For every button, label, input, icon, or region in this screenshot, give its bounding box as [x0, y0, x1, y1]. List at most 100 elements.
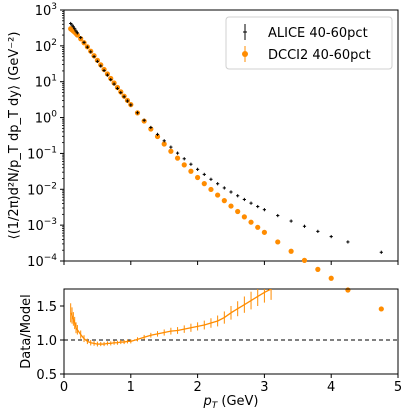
legend-box [225, 16, 393, 70]
alice-point [71, 25, 75, 29]
legend-label: ALICE 40-60pct [268, 26, 368, 41]
dcci2-point [215, 192, 221, 198]
alice-point [229, 190, 233, 194]
alice-point [122, 95, 126, 99]
spectrum-y-axis-label: ⟨(1/2π)d²N/p_T dp_T dy⟩ (GeV⁻²) [7, 32, 22, 240]
alice-point [169, 145, 173, 149]
alice-point [162, 139, 166, 143]
x-tick-label: 4 [327, 380, 335, 395]
y-tick-label: 10−1 [27, 145, 57, 162]
alice-point [73, 27, 77, 31]
dcci2-point [181, 162, 187, 168]
alice-point [209, 177, 213, 181]
alice-point [99, 64, 103, 68]
spectrum-x-ticks [63, 261, 399, 265]
dcci2-point [301, 257, 308, 263]
legend-item-alice: ALICE 40-60pct [243, 24, 368, 41]
y-tick-label: 100 [35, 110, 58, 127]
ratio-y-axis-label: Data/Model [19, 294, 34, 368]
dcci2-point [255, 224, 261, 230]
alice-point [135, 111, 140, 115]
alice-point [89, 50, 93, 54]
alice-point [82, 40, 86, 44]
dcci2-point [201, 181, 207, 187]
alice-point [329, 234, 333, 239]
dcci2-point [315, 266, 321, 272]
dcci2-point [161, 141, 167, 147]
alice-point [102, 68, 106, 73]
dcci2-point [235, 208, 241, 215]
alice-point [236, 194, 240, 198]
ratio-data [70, 289, 272, 347]
dcci2-point [345, 287, 351, 293]
alice-point [125, 99, 130, 103]
dcci2-point [275, 239, 281, 245]
dcci2-point [74, 32, 80, 38]
x-tick-label: 2 [193, 380, 201, 395]
alice-point [189, 162, 193, 166]
alice-point [70, 23, 74, 27]
alice-point [149, 125, 153, 130]
dcci2-point [378, 306, 384, 312]
alice-point [346, 240, 350, 244]
alice-point [222, 186, 226, 190]
dcci2-point [168, 148, 174, 154]
dcci2-point [288, 248, 294, 254]
alice-point [155, 132, 160, 136]
alice-point [379, 250, 383, 254]
alice-point [109, 78, 113, 82]
y-tick-label: 101 [35, 74, 57, 91]
spectrum-panel: 103 102 101 100 10−1 10−2 10−3 10−4 ⟨(1/2π)d²N/… [7, 2, 399, 312]
alice-point [256, 204, 260, 209]
ratio-y-ticks: 0.5 1.0 1.5 [36, 300, 64, 383]
alice-point [242, 197, 246, 202]
alice-point [289, 219, 293, 223]
legend-label: DCCI2 40-60pct [268, 48, 371, 63]
ratio-plot-area [63, 288, 399, 375]
alice-point [182, 157, 186, 161]
dcci2-point [241, 214, 247, 220]
y-tick-label: 0.5 [36, 368, 57, 383]
alice-point [92, 55, 96, 59]
alice-point [105, 73, 110, 77]
x-tick-label: 0 [60, 380, 68, 395]
alice-point [202, 172, 206, 177]
y-tick-label: 10−4 [27, 253, 57, 270]
alice-point [129, 103, 133, 107]
dcci2-point [188, 168, 194, 174]
spectrum-plot-area [63, 9, 399, 262]
dcci2-point [248, 219, 254, 225]
dcci2-point [221, 198, 227, 204]
dcci2-point [195, 174, 201, 181]
alice-point [75, 31, 79, 35]
y-tick-label: 1.5 [36, 300, 57, 315]
y-tick-label: 1.0 [36, 334, 57, 349]
alice-point [216, 182, 220, 186]
y-tick-label: 10−3 [27, 217, 57, 234]
alice-point [276, 213, 280, 218]
legend: ALICE 40-60pct DCCI2 40-60pct [225, 16, 393, 70]
x-tick-label: 1 [127, 380, 135, 395]
alice-point [95, 59, 99, 63]
alice-point [316, 229, 320, 233]
dcci2-point [261, 229, 267, 235]
x-tick-label: 3 [260, 380, 268, 395]
alice-point [142, 118, 146, 122]
alice-point [249, 201, 253, 205]
ratio-x-axis-label: pT (GeV) [202, 394, 258, 411]
alice-point [112, 82, 116, 86]
alice-point [302, 224, 307, 228]
ratio-x-ticks: 0 1 2 3 4 5 [60, 374, 402, 395]
ratio-panel: 0.5 1.0 1.5 0 1 2 3 4 5 Data/Model pT (GeV) [19, 288, 402, 411]
alice-point [79, 35, 83, 40]
alice-point [85, 45, 89, 49]
x-tick-label: 5 [394, 380, 402, 395]
alice-point [74, 29, 78, 33]
alice-point [196, 167, 200, 171]
legend-item-dcci2: DCCI2 40-60pct [242, 46, 371, 63]
dcci2-point [228, 203, 234, 209]
ratio-line [70, 289, 272, 345]
alice-point [115, 86, 120, 91]
dcci2-point [154, 133, 161, 140]
